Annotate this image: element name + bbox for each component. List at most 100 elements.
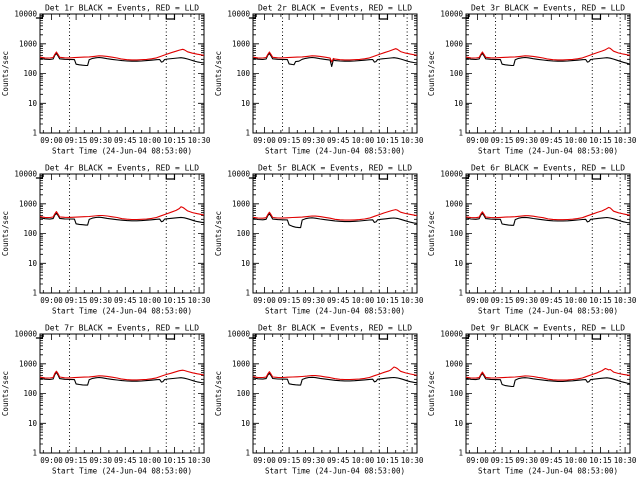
y-axis-title: Counts/sec — [214, 51, 223, 96]
x-tick-label: 09:00 — [40, 136, 63, 145]
y-axis-title: Counts/sec — [214, 371, 223, 416]
plot-title: Det 1r BLACK = Events, RED = LLD — [45, 4, 199, 13]
flag-marker-mid — [378, 334, 389, 340]
lld-curve — [39, 48, 205, 61]
x-tick-label: 09:15 — [491, 296, 514, 305]
x-axis-title: Start Time (24-Jun-04 08:53:00) — [52, 307, 192, 316]
x-tick-label: 09:00 — [40, 456, 63, 465]
chart-svg-det-3r: Det 3r BLACK = Events, RED = LLD10000100… — [427, 4, 637, 156]
y-tick-label: 1 — [458, 289, 463, 298]
x-tick-label: 10:30 — [401, 136, 424, 145]
x-tick-label: 09:30 — [89, 296, 112, 305]
events-curve — [252, 52, 418, 68]
subplot-det-1r: Det 1r BLACK = Events, RED = LLD 10000 100… — [0, 0, 213, 160]
y-tick-label: 100 — [449, 69, 463, 78]
x-tick-label: 09:15 — [65, 456, 88, 465]
axis-ticks — [466, 173, 630, 294]
y-tick-label: 1000 — [19, 39, 38, 48]
y-tick-label: 10 — [241, 99, 251, 108]
y-axis-title: Counts/sec — [1, 51, 10, 96]
x-tick-label: 09:30 — [302, 136, 325, 145]
y-tick-label: 10 — [241, 259, 251, 268]
chart-svg-det-7r: Det 7r BLACK = Events, RED = LLD10000100… — [1, 324, 211, 476]
flag-marker-left — [35, 334, 44, 339]
y-tick-label: 100 — [236, 229, 250, 238]
x-tick-label: 10:00 — [352, 136, 375, 145]
x-tick-label: 09:30 — [515, 296, 538, 305]
x-tick-label: 09:00 — [253, 296, 276, 305]
x-tick-label: 10:15 — [376, 456, 399, 465]
flag-marker-mid — [591, 334, 602, 340]
flag-marker-mid — [378, 14, 389, 20]
x-tick-label: 09:30 — [89, 136, 112, 145]
x-tick-label: 10:00 — [352, 456, 375, 465]
x-tick-label: 10:00 — [565, 296, 588, 305]
plot-frame — [252, 333, 418, 454]
x-tick-label: 09:45 — [114, 136, 137, 145]
y-tick-label: 10000 — [227, 10, 250, 19]
events-curve — [465, 52, 631, 67]
chart-svg-det-6r: Det 6r BLACK = Events, RED = LLD10000100… — [427, 164, 637, 316]
x-tick-label: 10:30 — [614, 296, 637, 305]
lld-curve — [252, 48, 418, 63]
events-curve — [39, 371, 205, 386]
flag-marker-mid — [165, 174, 176, 180]
x-tick-label: 10:15 — [163, 456, 186, 465]
x-tick-label: 09:15 — [491, 456, 514, 465]
x-tick-label: 09:30 — [515, 136, 538, 145]
y-tick-label: 1000 — [232, 199, 251, 208]
y-tick-label: 1000 — [445, 39, 464, 48]
axis-ticks — [40, 13, 204, 134]
y-tick-label: 10 — [28, 99, 38, 108]
x-tick-label: 10:30 — [401, 296, 424, 305]
x-tick-label: 10:30 — [188, 136, 211, 145]
events-curve — [465, 373, 631, 388]
plot-frame — [465, 333, 631, 454]
y-axis-title: Counts/sec — [427, 371, 436, 416]
y-tick-label: 1 — [245, 289, 250, 298]
subplot-det-6r: Det 6r BLACK = Events, RED = LLD 10000 100… — [426, 160, 639, 320]
y-tick-label: 1 — [32, 289, 37, 298]
flag-marker-mid — [165, 14, 176, 20]
y-tick-label: 10000 — [14, 170, 37, 179]
plot-title: Det 3r BLACK = Events, RED = LLD — [471, 4, 625, 13]
x-tick-label: 10:30 — [614, 456, 637, 465]
x-tick-label: 09:30 — [302, 456, 325, 465]
x-tick-label: 09:15 — [65, 296, 88, 305]
x-tick-label: 09:45 — [114, 456, 137, 465]
y-tick-label: 100 — [236, 389, 250, 398]
y-tick-label: 100 — [449, 229, 463, 238]
x-tick-label: 10:15 — [163, 136, 186, 145]
chart-svg-det-8r: Det 8r BLACK = Events, RED = LLD10000100… — [214, 324, 424, 476]
x-axis-title: Start Time (24-Jun-04 08:53:00) — [478, 147, 618, 156]
x-tick-label: 10:30 — [614, 136, 637, 145]
plot-title: Det 9r BLACK = Events, RED = LLD — [471, 324, 625, 333]
subplot-det-9r: Det 9r BLACK = Events, RED = LLD 10000 100… — [426, 320, 639, 480]
chart-svg-det-5r: Det 5r BLACK = Events, RED = LLD10000100… — [214, 164, 424, 316]
plot-title: Det 2r BLACK = Events, RED = LLD — [258, 4, 412, 13]
y-tick-label: 100 — [23, 69, 37, 78]
x-tick-label: 09:15 — [278, 456, 301, 465]
events-curve — [252, 213, 418, 229]
axis-ticks — [40, 173, 204, 294]
y-tick-label: 10 — [241, 419, 251, 428]
plot-title: Det 6r BLACK = Events, RED = LLD — [471, 164, 625, 173]
y-tick-label: 1 — [458, 129, 463, 138]
flag-marker-left — [461, 334, 470, 339]
y-tick-label: 100 — [23, 389, 37, 398]
flag-marker-left — [248, 14, 257, 19]
subplot-det-5r: Det 5r BLACK = Events, RED = LLD 10000 100… — [213, 160, 426, 320]
flag-marker-left — [35, 174, 44, 179]
y-tick-label: 10000 — [14, 330, 37, 339]
x-tick-label: 10:30 — [401, 456, 424, 465]
y-tick-label: 10 — [454, 259, 464, 268]
x-tick-label: 10:15 — [589, 296, 612, 305]
plot-frame — [39, 13, 205, 134]
x-axis-title: Start Time (24-Jun-04 08:53:00) — [478, 307, 618, 316]
x-tick-label: 09:45 — [540, 136, 563, 145]
x-tick-label: 10:15 — [163, 296, 186, 305]
x-axis-title: Start Time (24-Jun-04 08:53:00) — [265, 467, 405, 476]
y-tick-label: 100 — [236, 69, 250, 78]
lld-curve — [252, 366, 418, 381]
